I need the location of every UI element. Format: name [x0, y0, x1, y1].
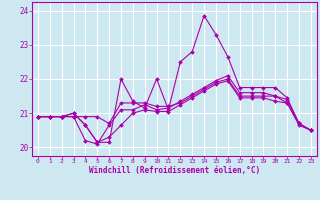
X-axis label: Windchill (Refroidissement éolien,°C): Windchill (Refroidissement éolien,°C) [89, 166, 260, 175]
